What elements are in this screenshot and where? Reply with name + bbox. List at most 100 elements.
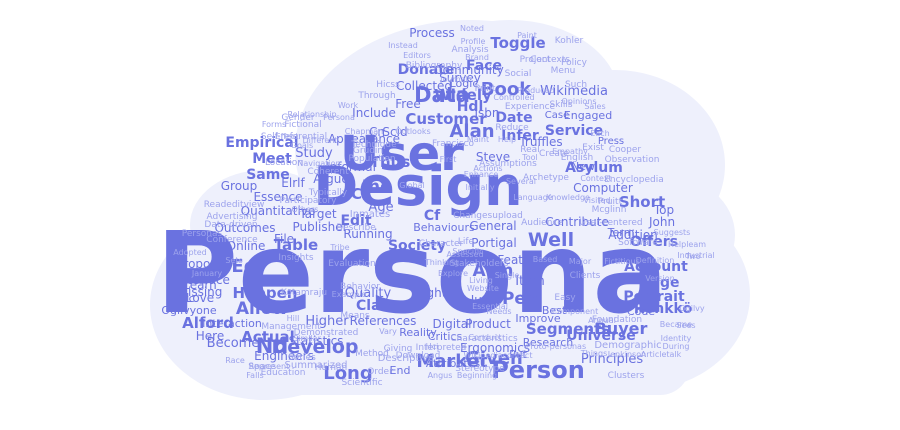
cloud-word: Social xyxy=(505,69,532,79)
cloud-word: Bibliography xyxy=(406,61,463,71)
cloud-word: Higher xyxy=(305,314,349,329)
cloud-word: Scientific xyxy=(341,378,382,388)
cloud-word: Learn xyxy=(183,278,217,292)
cloud-word: Similar xyxy=(293,334,321,343)
cloud-word: Wikipediacontact xyxy=(464,351,533,360)
cloud-word: Cn xyxy=(369,125,385,139)
cloud-word: Knowledge xyxy=(546,193,590,202)
cloud-word: Readeditview xyxy=(204,200,265,210)
cloud-word: Persona xyxy=(156,209,668,339)
cloud-word: Quality xyxy=(345,286,392,301)
cloud-word: Asylum xyxy=(565,160,623,176)
cloud-word: Several xyxy=(506,177,536,186)
cloud-word: User xyxy=(340,126,464,182)
cloud-word: Same xyxy=(246,167,290,183)
cloud-word: Edit xyxy=(340,213,371,229)
cloud-word: Noted xyxy=(460,24,484,33)
cloud-word: Book xyxy=(481,79,532,100)
cloud-word: Actions xyxy=(473,164,502,173)
cloud-word: Assessed xyxy=(446,250,483,259)
cloud-word: New xyxy=(571,160,595,173)
cloud-word: Real xyxy=(520,145,539,155)
cloud-word: Rönkkö xyxy=(634,301,693,317)
cloud-word: Statistics xyxy=(289,334,344,348)
cloud-word: Gender xyxy=(281,113,314,123)
cloud-word: Reduce xyxy=(495,123,529,133)
cloud-word: Digital xyxy=(433,317,472,331)
cloud-word: Computer xyxy=(573,181,633,195)
cloud-word: Behaviours xyxy=(413,221,475,234)
cloud-word: Empirical xyxy=(225,135,298,151)
cloud-word: Principles xyxy=(581,352,643,367)
cloud-word: Scid xyxy=(382,125,407,139)
cloud-word: Produced xyxy=(517,86,554,95)
cloud-word: Helpleam xyxy=(668,240,706,249)
cloud-word: Argue xyxy=(313,172,349,186)
cloud-word: Sets xyxy=(225,256,242,265)
cloud-word: Age xyxy=(368,200,393,215)
cloud-word: Group xyxy=(221,179,258,193)
cloud-word: Character xyxy=(419,239,464,249)
cloud-word: Study xyxy=(295,146,333,161)
cloud-word: Opinions xyxy=(561,97,596,106)
cloud-word: Giving xyxy=(384,344,413,354)
cloud-word: Descriptive xyxy=(378,353,435,364)
cloud-word: Essence xyxy=(253,190,302,204)
cloud-word: Audience xyxy=(521,218,563,228)
cloud-word: Design xyxy=(313,155,522,218)
cloud-word: Vary xyxy=(379,327,397,336)
cloud-word: Happen xyxy=(232,284,297,302)
cloud-word: Ogilvyone xyxy=(161,304,216,317)
cloud-word: Steve xyxy=(476,150,510,164)
cloud-word: Table xyxy=(274,236,318,254)
cloud-word: Insights xyxy=(278,253,313,263)
cloud-word: Well xyxy=(528,229,574,251)
cloud-word: Chapman xyxy=(345,127,383,136)
cloud-word: Represent xyxy=(249,362,290,371)
cloud-word: Jump xyxy=(470,293,501,307)
cloud-word: Missing xyxy=(178,285,223,299)
cloud-word: Target xyxy=(298,207,336,221)
cloud-word: Inc xyxy=(362,177,391,197)
cloud-word: Contexts xyxy=(530,55,570,65)
cloud-word: Different xyxy=(302,136,337,145)
cloud-word: Angus xyxy=(428,371,453,380)
cloud-word: Initially xyxy=(465,183,494,192)
cloud-word: Profile xyxy=(461,37,486,46)
cloud-word: Single xyxy=(495,271,520,280)
cloud-word: Term xyxy=(607,226,635,239)
cloud-word: Truffles xyxy=(518,135,562,149)
cloud-word: Best xyxy=(542,304,567,317)
cloud-word: Observation xyxy=(605,155,660,165)
cloud-word: Characteristics xyxy=(450,334,518,344)
cloud-word: Addition xyxy=(608,228,658,242)
cloud-word: Archetype xyxy=(523,173,569,183)
cloud-word: Toggle xyxy=(490,34,545,52)
cloud-word: Easy xyxy=(554,293,576,303)
cloud-word: Survey xyxy=(439,71,481,85)
cloud-word: Online xyxy=(227,239,266,253)
cloud-word: Jenkinson xyxy=(607,350,646,359)
cloud-word: Assumptions xyxy=(479,159,537,169)
cloud-word: Face xyxy=(466,58,502,74)
cloud-word: Eight xyxy=(416,286,447,300)
cloud-word: Engineers xyxy=(254,349,314,363)
cloud-word: Help xyxy=(498,135,516,144)
cloud-word: English xyxy=(561,153,594,163)
cloud-word: Population xyxy=(348,154,395,164)
cloud-word: Kotamraju xyxy=(281,288,327,298)
cloud-word: Means xyxy=(340,311,370,321)
cloud-word: Living xyxy=(469,276,493,285)
cloud-word: Grudin xyxy=(353,146,383,156)
cloud-word: Free xyxy=(395,97,420,111)
cloud-word: Attributes xyxy=(426,357,481,370)
cloud-word: Infer xyxy=(501,128,539,144)
cloud-word: Interface xyxy=(176,273,230,287)
cloud-shape xyxy=(150,20,750,400)
cloud-word: Industrial xyxy=(677,251,715,260)
cloud-word: Management xyxy=(261,322,321,332)
cloud-word: Stakeholders xyxy=(450,259,509,269)
cloud-word: Persona xyxy=(323,113,355,122)
